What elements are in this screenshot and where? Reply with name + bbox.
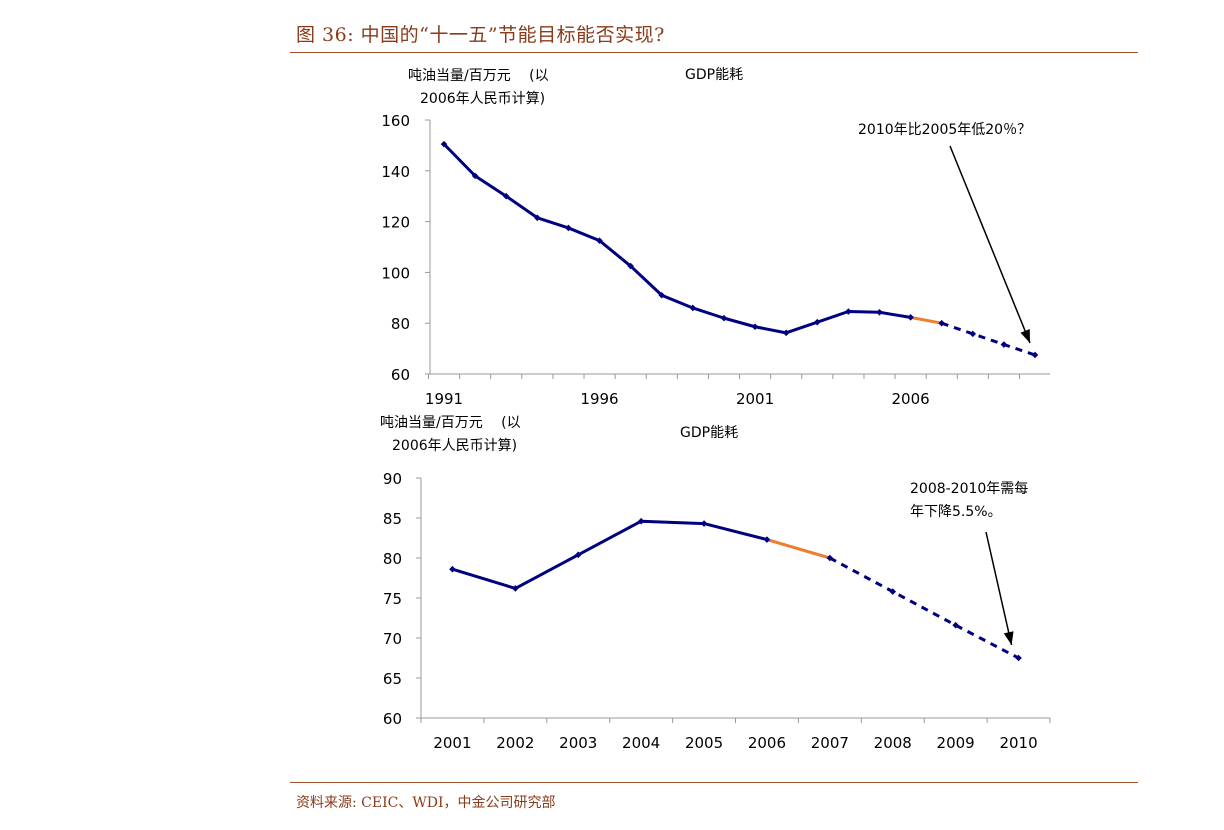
data-point [1015,654,1022,662]
data-point [763,536,771,543]
data-point [637,517,645,525]
data-point [534,214,541,222]
data-point [845,308,852,315]
annotation-arrow-head [1003,631,1014,645]
y-tick-label: 120 [381,214,410,232]
y-axis-label-line2: 2006年人民币计算) [392,438,517,454]
y-tick-label: 75 [383,590,402,608]
data-point [952,621,959,629]
chart-gdp-energy-1991-2010: 60 80 100 120 140 160 1991 1996 2001 2006 吨油当量/百万元… [381,67,1050,408]
title-rule [290,52,1138,53]
y-tick-label: 65 [383,670,402,688]
data-point [969,330,977,338]
data-point [502,192,510,200]
annotation-arrow-line [985,531,1013,646]
y-tick-label: 60 [391,366,410,384]
data-point [876,308,883,316]
annotation-label-line1: 2008-2010年需每 [910,481,1028,497]
x-tick-label: 2006 [891,390,929,408]
y-tick-label: 80 [391,315,410,333]
x-tick-label: 2006 [748,734,786,752]
y-tick-label: 60 [383,710,402,728]
data-point [440,140,448,148]
data-point [889,588,897,595]
figure-title: 图 36: 中国的“十一五”节能目标能否实现? [296,24,665,46]
x-tick-label: 2009 [937,734,975,752]
data-point [574,551,582,559]
data-point [449,565,456,573]
x-tick-label: 1991 [425,390,463,408]
data-point [700,520,708,527]
x-tick-label: 2005 [685,734,723,752]
y-tick-label: 85 [383,510,402,528]
x-tick-label: 2004 [622,734,660,752]
series-segment-solid [910,315,942,325]
x-tick-label: 2010 [999,734,1037,752]
data-point [826,554,834,562]
y-axis-label-line1: 吨油当量/百万元 (以 [380,415,521,431]
data-point [512,585,519,592]
x-tick-label: 1996 [580,390,618,408]
y-axis-label-line1: 吨油当量/百万元 (以 [408,68,549,84]
data-point [720,314,728,322]
series-segment-solid [766,538,831,560]
series-segment-solid [452,519,768,590]
data-point [751,323,759,331]
series-segment-dashed [941,321,1036,357]
data-point [938,319,945,327]
y-tick-label: 140 [381,163,410,181]
data-point [471,172,479,180]
figure-source: 资料来源: CEIC、WDI，中金公司研究部 [296,795,556,811]
data-point [627,262,634,270]
data-point [565,224,572,232]
annotation-label-line2: 年下降5.5%。 [910,504,1002,520]
x-tick-label: 2002 [496,734,534,752]
x-tick-label: 2001 [433,734,471,752]
data-point [658,291,666,299]
x-tick-label: 2001 [736,390,774,408]
y-tick-label: 90 [383,470,402,488]
y-tick-label: 160 [381,112,410,130]
chart-title: GDP能耗 [680,425,738,441]
y-axis-label-line2: 2006年人民币计算) [420,91,545,107]
x-tick-label: 2008 [874,734,912,752]
y-tick-label: 100 [381,264,410,282]
data-point [813,318,821,326]
x-tick-label: 2007 [811,734,849,752]
y-tick-label: 70 [383,630,402,648]
data-point [907,314,914,321]
x-tick-label: 2003 [559,734,597,752]
series-segment-solid [442,143,911,335]
data-point [596,237,603,244]
annotation-arrow-line [949,145,1031,344]
y-tick-label: 80 [383,550,402,568]
data-point [689,304,697,312]
annotation-arrow-head [1020,329,1030,343]
source-rule [290,782,1138,783]
data-point [1000,341,1008,348]
chart-gdp-energy-2001-2010: 60 65 70 75 80 85 90 2001 2002 2003 2004 2005 2006 20… [380,415,1051,752]
series-segment-dashed [829,556,1020,660]
annotation-label: 2010年比2005年低20％？ [858,122,1031,138]
chart-title: GDP能耗 [685,67,743,83]
data-point [1031,351,1039,359]
data-point [782,329,790,337]
